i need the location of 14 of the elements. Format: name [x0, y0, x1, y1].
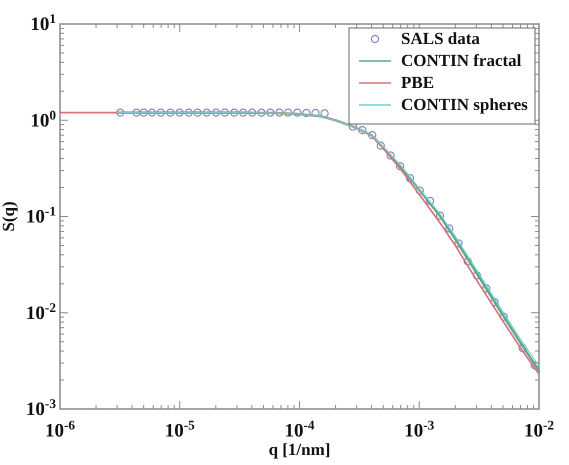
- x-tick-label: 10$^{-3}$: [404, 416, 435, 442]
- legend-label: PBE: [401, 73, 434, 92]
- legend-label: CONTIN fractal: [401, 51, 522, 70]
- x-tick-label: 10$^{-4}$: [284, 416, 315, 442]
- x-tick-label: 10$^{-2}$: [524, 416, 554, 442]
- y-axis-title: S(q): [0, 201, 18, 232]
- y-tick-label: 10$^{-2}$: [26, 299, 56, 324]
- y-tick-label: 10$^{1}$: [30, 10, 56, 36]
- x-tick-label: 10$^{-5}$: [164, 416, 196, 442]
- legend-label: CONTIN spheres: [401, 95, 528, 114]
- y-tick-label: 10$^{0}$: [30, 106, 56, 132]
- legend-label: SALS data: [401, 29, 480, 48]
- x-axis-title: q [1/nm]: [268, 440, 330, 459]
- y-tick-label: 10$^{-1}$: [26, 203, 56, 228]
